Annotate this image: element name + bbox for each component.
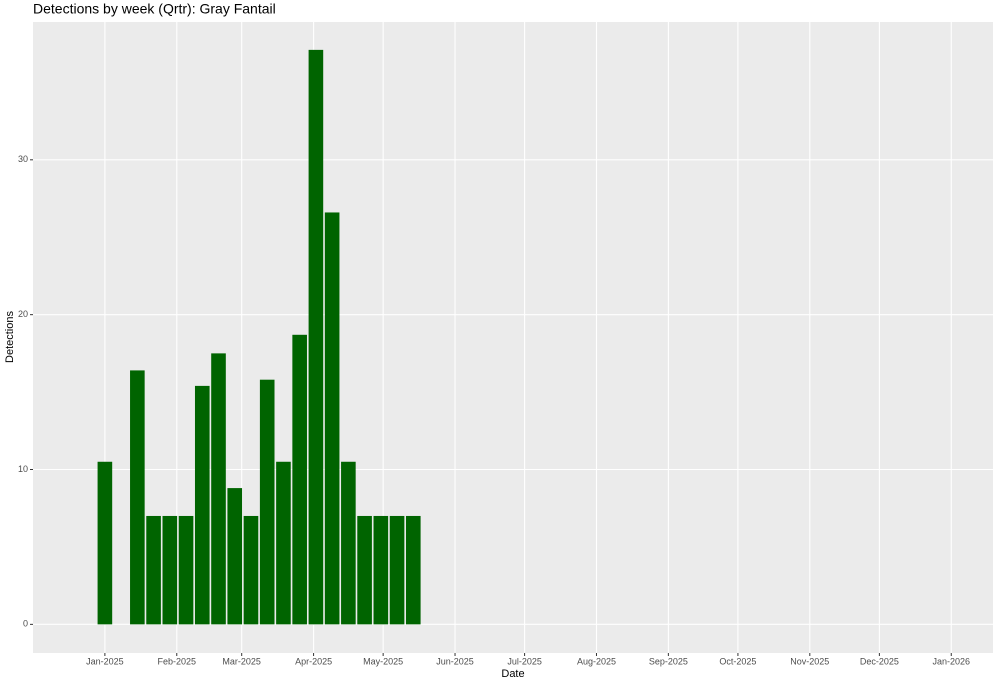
- bar: [162, 515, 178, 625]
- x-tick-label: Jan-2025: [86, 656, 124, 666]
- x-tick-label: Aug-2025: [577, 656, 616, 666]
- bar: [357, 515, 372, 625]
- bar: [259, 379, 275, 625]
- x-tick-label: Apr-2025: [295, 656, 332, 666]
- x-tick-label: Jul-2025: [507, 656, 542, 666]
- y-tick-label: 30: [18, 154, 28, 164]
- x-tick-label: Nov-2025: [790, 656, 829, 666]
- bar: [405, 515, 421, 625]
- chart-title: Detections by week (Qrtr): Gray Fantail: [33, 1, 276, 17]
- x-tick-label: Sep-2025: [649, 656, 688, 666]
- x-tick-label: Jan-2026: [932, 656, 970, 666]
- x-tick-label: Dec-2025: [860, 656, 899, 666]
- bar: [341, 461, 356, 625]
- bar: [194, 385, 210, 625]
- x-tick-label: Oct-2025: [719, 656, 756, 666]
- y-tick-label: 20: [18, 309, 28, 319]
- x-tick-label: May-2025: [363, 656, 403, 666]
- x-axis-label: Date: [501, 668, 524, 680]
- x-tick-label: Mar-2025: [222, 656, 261, 666]
- bar: [389, 515, 405, 625]
- x-tick-label: Feb-2025: [158, 656, 197, 666]
- bar: [324, 212, 340, 625]
- bar: [292, 334, 307, 625]
- bar: [373, 515, 389, 625]
- bar: [211, 353, 226, 625]
- bar: [130, 370, 145, 625]
- y-tick-label: 10: [18, 464, 28, 474]
- bar: [276, 461, 291, 625]
- bar: [97, 461, 113, 625]
- y-tick-label: 0: [23, 619, 28, 629]
- bar: [227, 488, 243, 625]
- y-axis-label: Detections: [4, 311, 16, 363]
- bar: [243, 515, 259, 625]
- bar: [178, 515, 194, 625]
- bar: [308, 49, 324, 625]
- bar: [146, 515, 161, 625]
- x-tick-label: Jun-2025: [436, 656, 474, 666]
